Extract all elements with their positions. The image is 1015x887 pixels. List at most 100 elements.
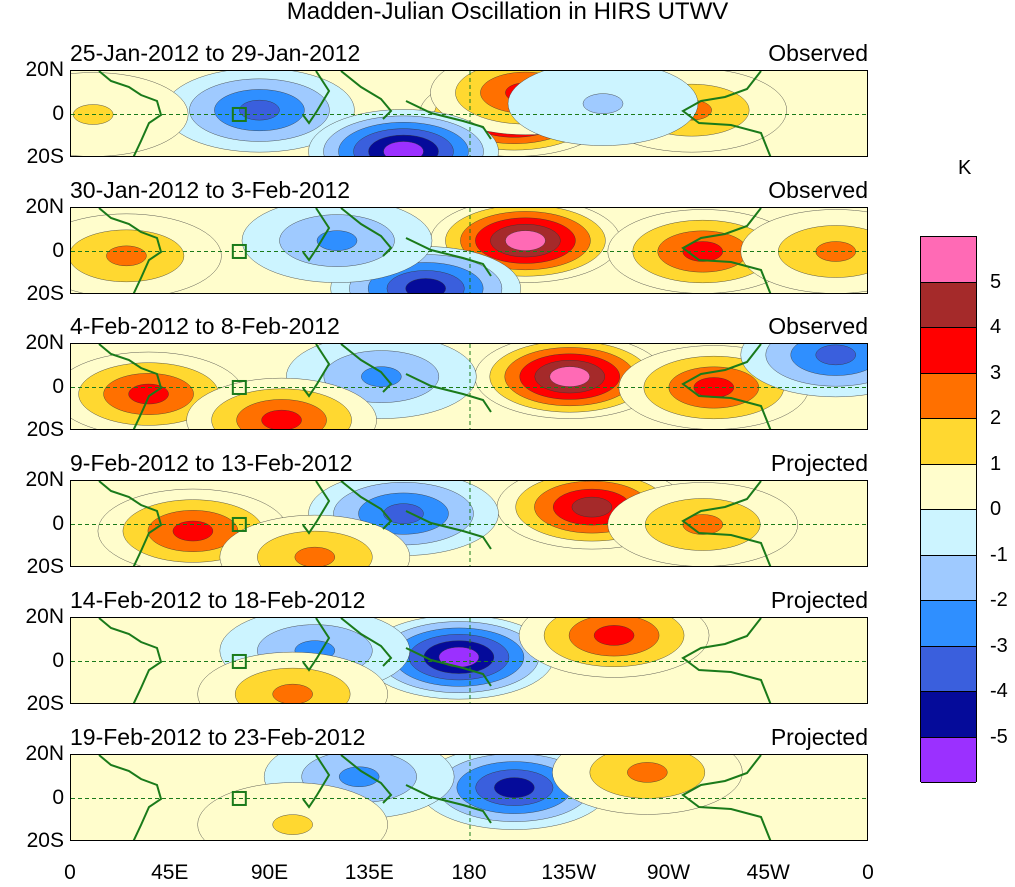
colorbar-level-6: 0 [990,498,1002,520]
lat-label-2-1: 20N [25,195,64,218]
colorbar-level-7: -1 [990,543,1008,566]
map-svg-6 [71,755,867,840]
colorbar-level-5: 1 [990,452,1002,475]
contour-level [239,99,280,121]
map-panel-1 [70,70,868,157]
colorbar-level-10: -4 [990,680,1008,702]
map-panel-4 [70,480,868,567]
lat-label-4-1: 20N [25,468,64,491]
lat-label-5-3: 20S [26,692,64,715]
contour-level [272,683,313,703]
lat-label-5-2: 0 [52,648,64,672]
map-svg-4 [71,481,867,566]
contour-level [361,366,402,387]
lon-label-7: 90W [646,861,691,884]
lat-label-2-2: 0 [52,238,64,262]
colorbar-swatch-2 [921,282,976,328]
coastline [405,784,492,824]
panel-period-1: 25-Jan-2012 to 29-Jan-2012 [70,40,361,66]
coastline [340,71,393,120]
colorbar-level-1: 5 [990,270,1002,293]
panel-status-1: Observed [768,40,868,66]
coastline [98,71,163,156]
chart-title: Madden-Julian Oscillation in HIRS UTWV [286,0,729,25]
colorbar-swatch-5 [921,419,976,465]
panel-period-5: 14-Feb-2012 to 18-Feb-2012 [70,587,366,613]
contour-level [593,625,635,646]
panel-status-6: Projected [770,724,868,750]
colorbar-swatch-7 [921,510,976,556]
coastline [405,237,492,277]
coastline [405,510,492,550]
contour-level [316,230,358,251]
colorbar-level-4: 2 [990,407,1002,429]
contour-level [338,766,380,787]
lat-label-5-1: 20N [25,605,64,628]
anomaly-feature-5 [186,377,377,429]
map-panel-3 [70,343,868,430]
coastline [681,344,772,429]
coastline [340,344,393,393]
contour-level [693,377,735,398]
panel-status-3: Observed [768,313,868,339]
lat-label-1-2: 0 [52,101,64,125]
panel-period-4: 9-Feb-2012 to 13-Feb-2012 [70,450,353,476]
contour-level [549,366,590,387]
lat-label-1-3: 20S [26,145,64,168]
colorbar-unit: K [958,157,972,179]
contour-level [272,814,313,835]
contour-level [172,520,214,542]
coastline [405,373,492,413]
contour-level [505,230,546,251]
lon-label-2: 45E [151,861,189,884]
contour-level [294,546,336,566]
colorbar-swatch-4 [921,373,976,419]
panel-period-6: 19-Feb-2012 to 23-Feb-2012 [70,724,366,750]
anomaly-feature-3 [164,71,355,153]
colorbar-swatch-8 [921,555,976,601]
lon-label-3: 90E [250,861,289,884]
lat-label-2-3: 20S [26,282,64,305]
lon-label-4: 135E [344,861,394,884]
colorbar-swatch-9 [921,601,976,647]
panel-status-2: Observed [768,177,868,203]
coastline [681,755,772,840]
anomaly-feature-4 [308,109,499,156]
map-panel-5 [70,617,868,704]
lat-label-6-1: 20N [25,742,64,765]
coastline [405,100,492,140]
contour-level [261,409,302,429]
lat-label-6-3: 20S [26,829,64,852]
coastline [98,208,163,293]
coastline [98,344,163,429]
lat-label-3-2: 0 [52,374,64,398]
contour-level [405,278,446,293]
colorbar-level-9: -3 [990,634,1008,657]
lat-label-3-3: 20S [26,418,64,441]
contour-level [582,93,624,114]
coastline [340,618,393,667]
anomaly-feature-1 [474,344,665,419]
map-svg-2 [71,208,867,293]
anomaly-feature-6 [740,344,867,398]
coastline [98,755,163,840]
anomaly-feature-2 [71,213,222,293]
coastline [302,755,331,809]
coastline [302,481,331,535]
lat-label-4-3: 20S [26,555,64,578]
colorbar-swatch-10 [921,646,976,692]
map-svg-5 [71,618,867,703]
coastline [681,618,772,703]
contour-level [627,762,668,783]
coastline [340,481,393,530]
colorbar-level-2: 4 [990,316,1002,338]
lon-label-6: 135W [541,861,597,884]
anomaly-feature-2 [518,618,710,678]
anomaly-feature-2 [552,755,743,815]
colorbar-swatch-3 [921,328,976,374]
lon-label-1: 0 [64,861,76,884]
contour-level [383,503,424,524]
lat-label-1-1: 20N [25,58,64,81]
map-panel-6 [70,754,868,841]
coastline [302,618,331,672]
